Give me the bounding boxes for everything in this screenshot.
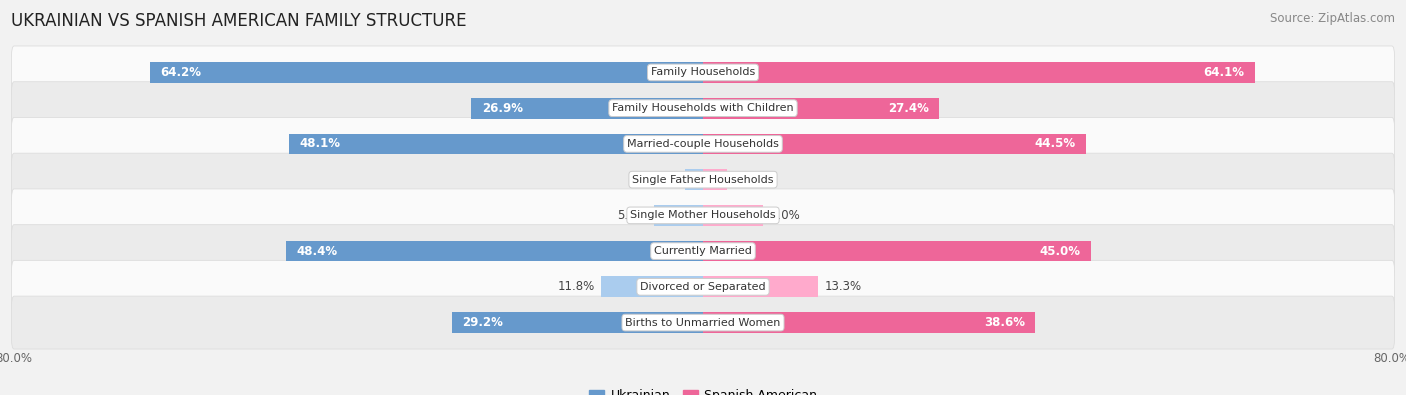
- Text: 48.4%: 48.4%: [297, 245, 337, 258]
- Text: Divorced or Separated: Divorced or Separated: [640, 282, 766, 292]
- Text: 27.4%: 27.4%: [887, 102, 928, 115]
- FancyBboxPatch shape: [11, 296, 1395, 349]
- Bar: [471, 98, 703, 118]
- FancyBboxPatch shape: [11, 82, 1395, 135]
- Bar: [703, 312, 1035, 333]
- Text: 2.8%: 2.8%: [734, 173, 763, 186]
- Bar: [150, 62, 703, 83]
- Text: Single Mother Households: Single Mother Households: [630, 211, 776, 220]
- Text: Single Father Households: Single Father Households: [633, 175, 773, 184]
- Bar: [703, 62, 1256, 83]
- Text: Births to Unmarried Women: Births to Unmarried Women: [626, 318, 780, 327]
- FancyBboxPatch shape: [11, 260, 1395, 313]
- Bar: [287, 241, 703, 261]
- Text: 38.6%: 38.6%: [984, 316, 1025, 329]
- Text: 5.7%: 5.7%: [617, 209, 647, 222]
- Bar: [703, 169, 727, 190]
- Text: Source: ZipAtlas.com: Source: ZipAtlas.com: [1270, 12, 1395, 25]
- Legend: Ukrainian, Spanish American: Ukrainian, Spanish American: [583, 384, 823, 395]
- Text: Family Households with Children: Family Households with Children: [612, 103, 794, 113]
- Text: 64.2%: 64.2%: [160, 66, 201, 79]
- Bar: [703, 98, 939, 118]
- FancyBboxPatch shape: [11, 189, 1395, 242]
- Bar: [685, 169, 703, 190]
- Text: Married-couple Households: Married-couple Households: [627, 139, 779, 149]
- FancyBboxPatch shape: [11, 117, 1395, 170]
- Text: 2.1%: 2.1%: [648, 173, 678, 186]
- Text: 7.0%: 7.0%: [770, 209, 800, 222]
- Bar: [602, 276, 703, 297]
- Text: Currently Married: Currently Married: [654, 246, 752, 256]
- Text: 48.1%: 48.1%: [299, 137, 340, 150]
- Text: UKRAINIAN VS SPANISH AMERICAN FAMILY STRUCTURE: UKRAINIAN VS SPANISH AMERICAN FAMILY STR…: [11, 12, 467, 30]
- Bar: [703, 205, 763, 226]
- Text: 26.9%: 26.9%: [482, 102, 523, 115]
- FancyBboxPatch shape: [11, 46, 1395, 99]
- Text: 45.0%: 45.0%: [1039, 245, 1080, 258]
- Text: 64.1%: 64.1%: [1204, 66, 1244, 79]
- Bar: [288, 134, 703, 154]
- Text: 44.5%: 44.5%: [1035, 137, 1076, 150]
- Bar: [703, 276, 817, 297]
- Bar: [703, 134, 1087, 154]
- Bar: [703, 241, 1091, 261]
- Bar: [451, 312, 703, 333]
- FancyBboxPatch shape: [11, 153, 1395, 206]
- Text: 11.8%: 11.8%: [557, 280, 595, 293]
- Text: Family Households: Family Households: [651, 68, 755, 77]
- FancyBboxPatch shape: [11, 225, 1395, 278]
- Text: 29.2%: 29.2%: [461, 316, 503, 329]
- Bar: [654, 205, 703, 226]
- Text: 13.3%: 13.3%: [824, 280, 862, 293]
